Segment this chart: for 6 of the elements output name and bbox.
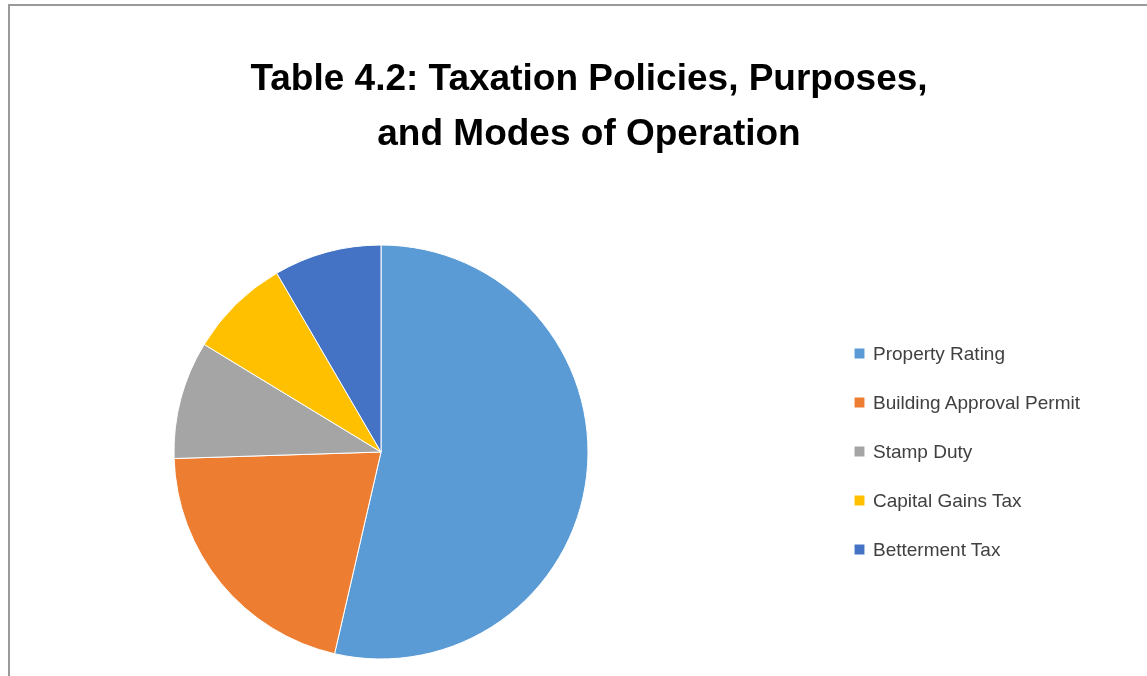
legend-label: Capital Gains Tax [873,489,1023,511]
legend-label: Property Rating [873,342,1006,364]
legend-label: Betterment Tax [873,538,1001,560]
legend-label: Building Approval Permit [873,391,1081,413]
chart-title: Table 4.2: Taxation Policies, Purposes, and Modes of Operation [250,57,928,153]
legend-label: Stamp Duty [873,440,973,462]
